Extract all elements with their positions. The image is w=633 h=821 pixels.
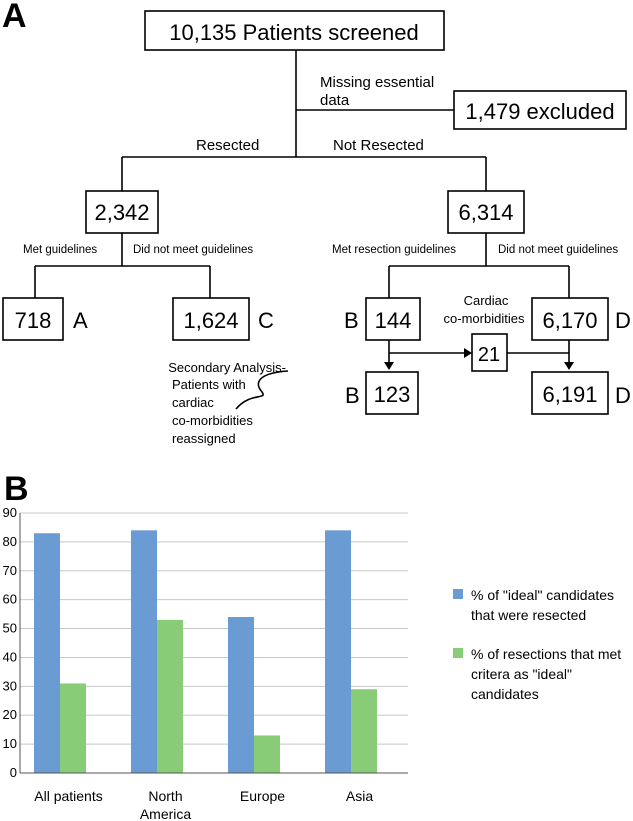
box-c-letter: C [258,308,274,333]
box-b2: B 123 [345,371,419,415]
box-b-value: 144 [375,308,412,333]
missing-data-label-line2: data [320,92,350,109]
cardiac-value: 21 [478,344,500,366]
box-d2: 6,191 D [531,371,631,415]
box-c-value: 1,624 [183,308,238,333]
y-tick-label: 30 [3,678,17,693]
panel-a-flowchart: A [2,0,631,446]
secondary-line: reassigned [172,431,236,446]
box-d2-value: 6,191 [542,382,597,407]
bar [254,735,280,773]
cardiac-label-line2: co-morbidities [444,311,525,326]
secondary-line: Patients with [172,377,246,392]
excluded-text: 1,479 excluded [465,99,614,124]
secondary-analysis-note: Secondary Analysis- Patients with cardia… [168,360,286,446]
resected-label: Resected [196,137,259,154]
excluded-box: 1,479 excluded [453,90,627,130]
bar [131,530,157,773]
legend-label: % of "ideal" candidates [471,587,614,603]
met-resection-guidelines-label: Met resection guidelines [332,244,456,256]
chart-bars [34,530,377,773]
y-tick-label: 10 [3,736,17,751]
legend-label: % of resections that met [471,646,621,662]
bar [60,683,86,773]
legend-swatch [453,648,463,658]
missing-data-label-line1: Missing essential [320,74,434,91]
screened-text: 10,135 Patients screened [169,20,419,45]
x-tick-label: North [148,788,182,804]
y-tick-label: 60 [3,592,17,607]
legend-label: critera as "ideal" [471,666,572,682]
y-axis-tick-labels: 0 10 20 30 40 50 60 70 80 90 [3,505,17,780]
resected-total-box: 2,342 [85,190,159,234]
bar [228,617,254,773]
box-a-value: 718 [15,308,52,333]
box-b2-letter: B [345,383,360,408]
secondary-line: Secondary Analysis- [168,360,286,375]
not-resected-total-text: 6,314 [458,200,513,225]
box-d-value: 6,170 [542,308,597,333]
y-tick-label: 50 [3,621,17,636]
x-tick-label: America [140,806,192,821]
y-tick-label: 90 [3,505,17,520]
cardiac-label-line1: Cardiac [464,293,509,308]
box-d: 6,170 D [531,297,631,341]
y-tick-label: 0 [10,765,17,780]
x-tick-label: Europe [240,788,285,804]
met-guidelines-label: Met guidelines [23,244,97,256]
box-a-letter: A [73,308,88,333]
legend-swatch [453,589,463,599]
resected-total-text: 2,342 [94,200,149,225]
box-d2-letter: D [615,383,631,408]
box-c: 1,624 C [172,297,274,341]
box-d-letter: D [615,308,631,333]
did-not-meet-right-label: Did not meet guidelines [498,244,618,256]
legend-label: candidates [471,686,539,702]
bar [34,533,60,773]
chart-axes [19,513,408,774]
secondary-line: co-morbidities [172,413,253,428]
panel-b-label: B [4,470,29,508]
y-tick-label: 40 [3,649,17,664]
screened-box: 10,135 Patients screened [144,10,445,51]
panel-a-label: A [2,0,27,35]
x-axis-tick-labels: All patients North America Europe Asia [34,788,373,821]
y-tick-label: 80 [3,534,17,549]
not-resected-total-box: 6,314 [447,190,525,234]
bar [157,619,183,773]
x-tick-label: Asia [346,788,373,804]
box-b: B 144 [344,297,421,341]
not-resected-label: Not Resected [333,137,424,154]
bar [351,689,377,773]
x-tick-label: All patients [34,788,102,804]
bar [325,530,351,773]
y-tick-label: 70 [3,563,17,578]
y-tick-label: 20 [3,707,17,722]
cardiac-box: 21 [471,333,508,372]
legend-label: that were resected [471,607,586,623]
did-not-meet-left-label: Did not meet guidelines [133,244,253,256]
flowchart-connectors [34,50,574,410]
chart-legend: % of "ideal" candidates that were resecte… [453,587,621,702]
secondary-line: cardiac [172,395,214,410]
box-a: 718 A [2,297,88,341]
box-b-letter: B [344,308,359,333]
box-b2-value: 123 [374,382,411,407]
